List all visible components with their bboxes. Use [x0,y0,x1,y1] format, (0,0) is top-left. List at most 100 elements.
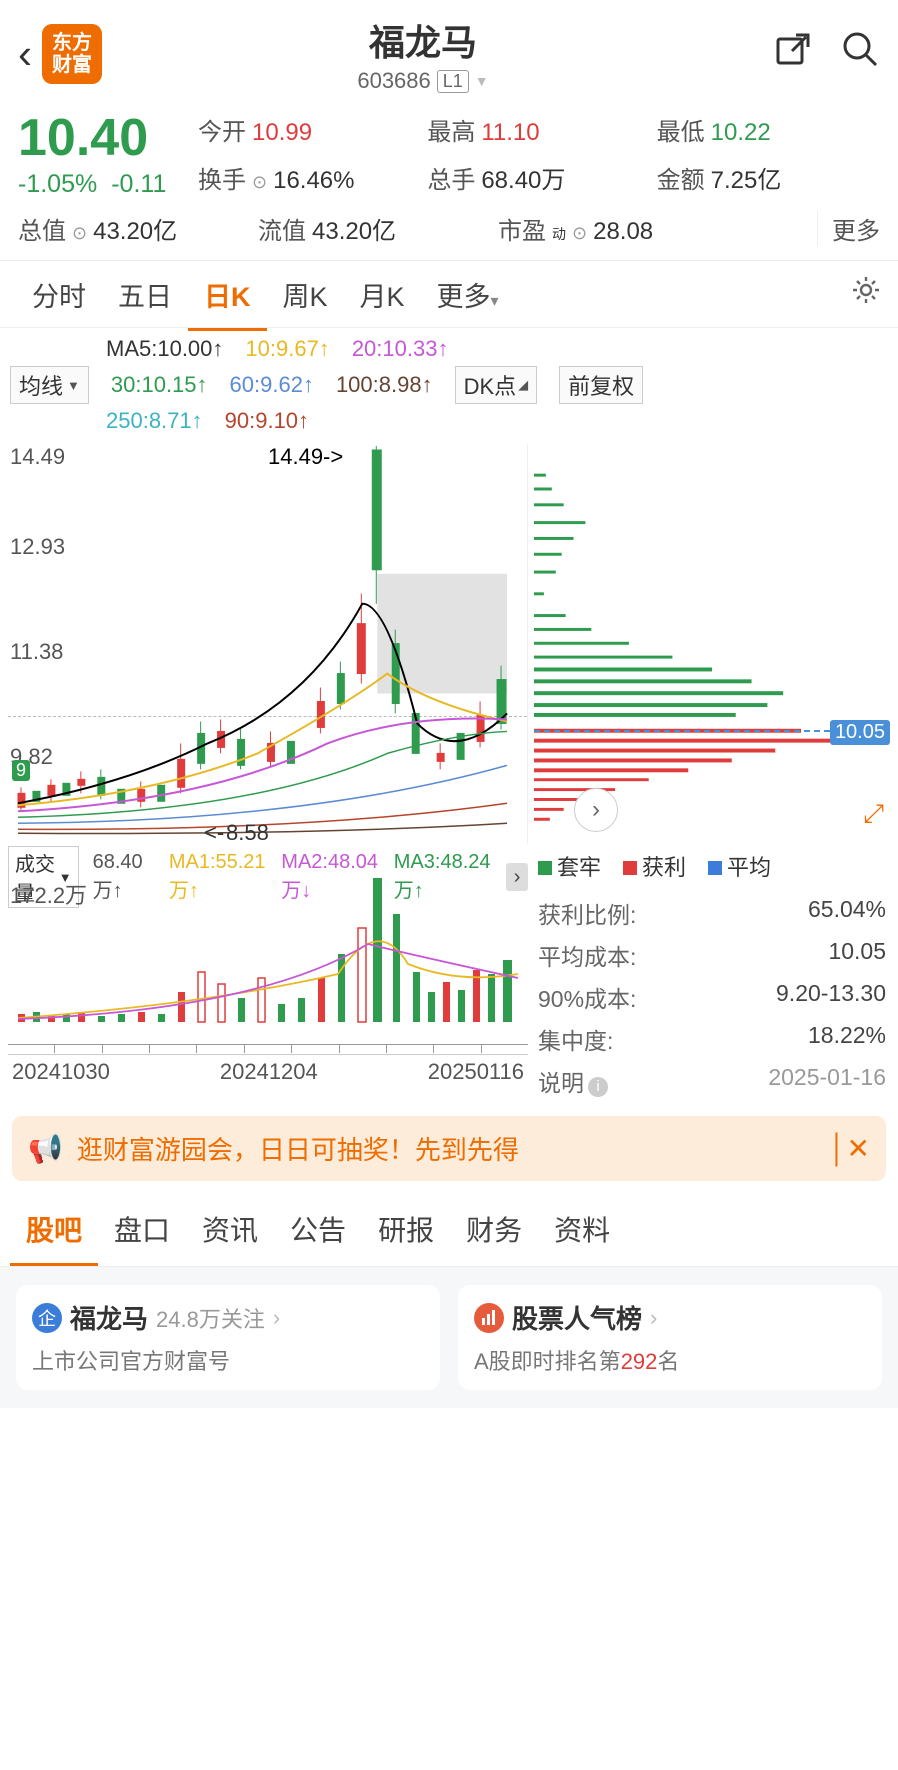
high-label: 最高 [427,112,475,147]
pe-label: 市盈 [498,211,546,246]
info-icon[interactable]: i [588,1077,608,1097]
tab-research[interactable]: 研报 [362,1195,450,1266]
open-value: 10.99 [252,119,312,147]
expand-icon[interactable]: ⤢ [863,798,884,830]
horn-icon: 📢 [28,1132,63,1165]
follow-count: 24.8万关注 [156,1302,265,1334]
turnover-label: 换手 [198,160,246,195]
tab-more[interactable]: 更多▾ [421,275,515,314]
title-block: 福龙马 603686 L1 ▼ [102,14,744,94]
fuquan-selector[interactable]: 前复权 [559,366,643,404]
fcap-label: 流值 [258,211,306,246]
app-logo[interactable]: 东方 财富 [42,24,102,84]
tab-finance[interactable]: 财务 [450,1195,538,1266]
back-icon[interactable]: ‹ [18,30,32,78]
low-value: 10.22 [711,119,771,147]
tab-day-k[interactable]: 日K [188,275,267,331]
promo-banner[interactable]: 📢 逛财富游园会，日日可抽奖！先到先得 │✕ [12,1116,886,1181]
mcap-label: 总值 [18,211,66,246]
low-label: 最低 [657,112,705,147]
tab-pankou[interactable]: 盘口 [98,1195,186,1266]
chip-distribution: 10.05 › ⤢ 套牢 获利 平均 获利比例:65.04% 平均成本:10.0… [528,444,890,1102]
ma250: 250:8.71↑ [106,408,203,434]
close-icon[interactable]: │✕ [829,1132,870,1165]
tab-week-k[interactable]: 周K [267,275,344,314]
eye-icon: ⊙ [252,172,267,193]
stock-name: 福龙马 [102,14,744,66]
dist-legend: 套牢 获利 平均 [534,844,890,892]
ma10: 10:9.67↑ [245,336,329,362]
volume-svg [8,874,528,1024]
ma100: 100:8.98↑ [336,372,433,398]
open-label: 今开 [198,112,246,147]
signal-badge: 9 [12,760,30,781]
company-desc: 上市公司官方财富号 [32,1344,424,1376]
cursor-arrow-icon: <- [204,820,224,846]
search-icon[interactable] [840,29,880,79]
dk-toggle[interactable]: DK点◢ [455,366,538,404]
last-price: 10.40 [18,112,198,164]
volume-value: 68.40万 [481,160,565,195]
ma-selector[interactable]: 均线▼ [10,366,89,404]
ma90: 90:9.10↑ [225,408,309,434]
tab-month-k[interactable]: 月K [344,275,421,314]
company-badge-icon: 企 [32,1303,62,1333]
x-axis-labels: 20241030 20241204 20250116 [8,1054,528,1085]
candlestick-chart[interactable]: 14.49 12.93 11.38 9.82 14.49-> [8,444,528,844]
price-change: -1.05%-0.11 [18,170,198,199]
dist-scroll-icon[interactable]: › [574,788,618,832]
period-tabs: 分时 五日 日K 周K 月K 更多▾ [0,260,898,328]
turnover-value: 16.46% [273,167,354,195]
logo-text-1: 东方 [52,32,92,54]
k-svg [8,444,527,843]
pe-value: 28.08 [593,218,653,246]
high-value: 11.10 [481,119,539,147]
dist-svg [534,444,890,840]
tab-fenshi[interactable]: 分时 [16,275,102,314]
tab-profile[interactable]: 资料 [538,1195,626,1266]
volume-chart[interactable]: 成交量 ▼ 68.40万↑ MA1:55.21万↑ MA2:48.04万↓ MA… [8,844,528,1044]
eye-icon: ⊙ [572,223,587,244]
tab-announce[interactable]: 公告 [274,1195,362,1266]
level-badge: L1 [437,70,469,93]
ranking-card[interactable]: 股票人气榜 › A股即时排名第292名 [458,1285,882,1390]
more-metrics[interactable]: 更多 [817,211,880,246]
mcap-value: 43.20亿 [93,211,177,246]
avg-cost-label: 10.05 [830,720,890,745]
ranking-title: 股票人气榜 [512,1299,642,1336]
ma60: 60:9.62↑ [230,372,314,398]
ma-indicator-area: MA5:10.00↑ 10:9.67↑ 20:10.33↑ 均线▼ 30:10.… [0,328,898,444]
tab-guba[interactable]: 股吧 [10,1195,98,1266]
amount-value: 7.25亿 [711,160,782,195]
company-card[interactable]: 企 福龙马 24.8万关注 › 上市公司官方财富号 [16,1285,440,1390]
ma30: 30:10.15↑ [111,372,208,398]
distribution-chart[interactable]: 10.05 › ⤢ [534,444,890,844]
amount-label: 金额 [657,160,705,195]
chevron-right-icon: › [273,1305,280,1331]
eye-icon: ⊙ [72,223,87,244]
x-ticks [8,1044,528,1054]
app-header: ‹ 东方 财富 福龙马 603686 L1 ▼ [0,0,898,108]
company-title: 福龙马 [70,1299,148,1336]
fcap-value: 43.20亿 [312,211,396,246]
share-icon[interactable] [772,29,812,79]
volume-label: 总手 [427,160,475,195]
gear-icon[interactable] [850,274,882,314]
dist-stats: 获利比例:65.04% 平均成本:10.05 90%成本:9.20-13.30 … [534,892,890,1102]
ranking-desc: A股即时排名第292名 [474,1344,866,1376]
info-cards: 企 福龙马 24.8万关注 › 上市公司官方财富号 股票人气榜 › A股即时排名… [0,1267,898,1408]
ma5: MA5:10.00↑ [106,336,223,362]
tab-5day[interactable]: 五日 [102,275,188,314]
section-tabs: 股吧 盘口 资讯 公告 研报 财务 资料 [0,1195,898,1267]
tab-news[interactable]: 资讯 [186,1195,274,1266]
quote-panel: 10.40 -1.05%-0.11 今开10.99 最高11.10 最低10.2… [0,108,898,209]
expand-icon[interactable]: ▼ [475,73,489,89]
avg-cost-line [534,730,830,732]
logo-text-2: 财富 [52,54,92,76]
rank-badge-icon [474,1303,504,1333]
stock-code: 603686 [357,68,430,94]
chevron-right-icon: › [650,1305,657,1331]
banner-text: 逛财富游园会，日日可抽奖！先到先得 [77,1130,519,1167]
cursor-price: 8.58 [226,820,269,846]
ma20: 20:10.33↑ [352,336,449,362]
